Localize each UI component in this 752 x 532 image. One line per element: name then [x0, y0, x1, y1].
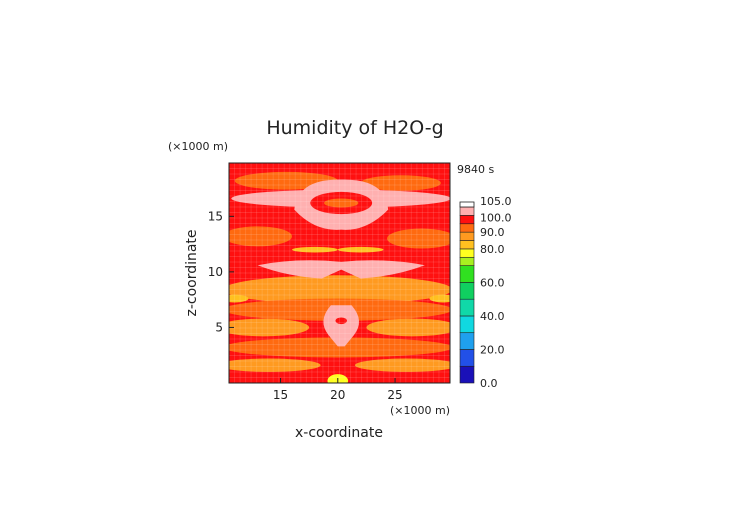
contour-band-8 [229, 337, 450, 358]
lower-plume [323, 305, 360, 347]
y-axis: 5 10 15 [208, 209, 234, 334]
colorbar-label: 90.0 [480, 226, 505, 239]
contour-band-7 [366, 318, 450, 337]
plot-gridlines [229, 163, 450, 383]
contour-band-4 [229, 275, 450, 305]
contour-band-14 [291, 246, 338, 253]
contour-band-9 [229, 358, 321, 372]
colorbar-label: 20.0 [480, 343, 505, 356]
colorbar-label: 40.0 [480, 310, 505, 323]
colorbar-swatch-12 [459, 215, 475, 225]
x-tick-label: 25 [387, 388, 402, 402]
y-tick-label: 15 [208, 209, 223, 223]
colorbar-label: 80.0 [480, 243, 505, 256]
contour-band-6 [229, 318, 310, 337]
contour-band-1 [360, 175, 441, 191]
x-tick-label: 15 [273, 388, 288, 402]
contour-band-10 [354, 358, 450, 372]
heatmap-plot: 15 20 25 5 10 15 [208, 162, 451, 402]
colorbar-swatch-8 [459, 248, 475, 258]
y-tick-label: 10 [208, 265, 223, 279]
contour-features [231, 179, 450, 347]
y-tick-label: 5 [215, 320, 223, 334]
colorbar-swatch-11 [459, 223, 475, 233]
contour-band-3 [387, 228, 450, 249]
colorbar-swatch-6 [459, 265, 475, 283]
x-unit-label: (×1000 m) [390, 404, 450, 417]
dome-center [324, 198, 359, 208]
colorbar-label: 105.0 [480, 195, 512, 208]
colorbar-swatch-2 [459, 332, 475, 350]
contour-fill [229, 163, 450, 383]
y-axis-label: z-coordinate [184, 229, 200, 316]
contour-bands [229, 171, 450, 383]
colorbar-swatch-3 [459, 315, 475, 334]
colorbar-swatch-5 [459, 282, 475, 300]
colorbar-label: 0.0 [480, 377, 498, 390]
colorbar-label: 100.0 [480, 211, 512, 224]
plot-frame [228, 162, 451, 384]
contour-band-2 [229, 226, 292, 247]
contour-band-12 [429, 294, 450, 303]
colorbar-swatch-0 [459, 365, 475, 384]
colorbar-top-swatch [459, 201, 475, 208]
colorbar-swatch-10 [459, 231, 475, 241]
contour-band-15 [337, 246, 384, 253]
colorbar-swatch-9 [459, 240, 475, 250]
x-axis: 15 20 25 [273, 378, 403, 402]
mid-anvil [257, 260, 425, 279]
x-axis-label: x-coordinate [295, 425, 383, 441]
colorbar: 105.0 100.0 90.0 80.0 60.0 40.0 20.0 0.0 [459, 195, 512, 390]
colorbar-swatch-1 [459, 349, 475, 367]
x-tick-label: 20 [330, 388, 345, 402]
plume-core [335, 317, 347, 325]
colorbar-swatch-4 [459, 298, 475, 317]
colorbar-swatch-7 [459, 256, 475, 266]
contour-band-11 [229, 294, 249, 303]
chart-title: Humidity of H2O-g [266, 117, 443, 139]
y-unit-label: (×1000 m) [168, 140, 228, 153]
colorbar-swatch-13 [459, 206, 475, 216]
time-label: 9840 s [457, 163, 494, 176]
colorbar-label: 60.0 [480, 276, 505, 289]
